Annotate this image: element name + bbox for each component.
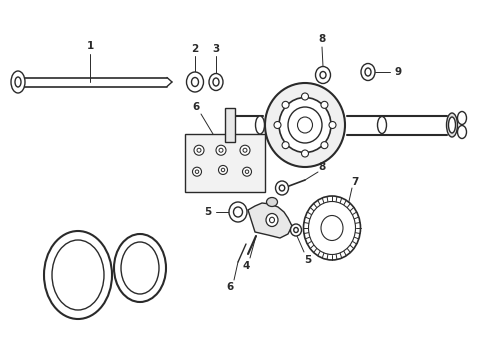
Ellipse shape [267,198,277,207]
Ellipse shape [243,167,251,176]
Ellipse shape [297,117,313,133]
Ellipse shape [303,196,361,260]
Ellipse shape [446,113,458,137]
Circle shape [321,102,328,108]
Ellipse shape [275,181,289,195]
Ellipse shape [187,72,203,92]
Ellipse shape [291,224,301,236]
Ellipse shape [458,112,466,125]
Circle shape [321,141,328,149]
Ellipse shape [195,170,199,174]
Ellipse shape [44,231,112,319]
Ellipse shape [377,117,387,134]
Ellipse shape [197,148,201,152]
Circle shape [282,141,289,149]
Ellipse shape [121,242,159,294]
Circle shape [274,122,281,129]
Text: 1: 1 [86,41,94,51]
Ellipse shape [114,234,166,302]
Ellipse shape [294,228,298,233]
Ellipse shape [316,67,330,84]
Ellipse shape [279,98,331,153]
Ellipse shape [321,216,343,240]
Ellipse shape [279,185,285,191]
Circle shape [301,93,309,100]
Ellipse shape [365,68,371,76]
Text: 5: 5 [304,255,312,265]
Text: 7: 7 [351,177,359,187]
Ellipse shape [320,72,326,78]
Circle shape [329,122,336,129]
Ellipse shape [361,63,375,81]
Ellipse shape [213,78,219,86]
Ellipse shape [288,107,322,143]
Ellipse shape [229,202,247,222]
Text: 5: 5 [204,207,212,217]
Ellipse shape [234,207,243,217]
Text: 6: 6 [193,102,200,112]
Text: 3: 3 [212,44,220,54]
Circle shape [301,150,309,157]
Ellipse shape [192,77,198,86]
Ellipse shape [255,116,265,134]
Ellipse shape [11,71,25,93]
Ellipse shape [15,77,21,87]
Ellipse shape [52,240,104,310]
Text: 8: 8 [318,34,326,44]
Ellipse shape [221,168,225,172]
Bar [185,134,265,192]
Ellipse shape [266,213,278,226]
Ellipse shape [243,148,247,152]
Circle shape [282,102,289,108]
Ellipse shape [448,117,456,133]
Text: 9: 9 [394,67,402,77]
Ellipse shape [245,170,249,174]
Text: 2: 2 [192,44,198,54]
Ellipse shape [219,148,223,152]
Text: 4: 4 [243,261,250,271]
Ellipse shape [270,217,274,223]
Ellipse shape [219,166,227,175]
Ellipse shape [193,167,201,176]
Text: 8: 8 [318,162,326,172]
Polygon shape [248,203,292,238]
Ellipse shape [240,145,250,155]
Text: 6: 6 [226,282,234,292]
Ellipse shape [309,202,356,255]
Ellipse shape [265,83,345,167]
Ellipse shape [209,73,223,90]
Ellipse shape [216,145,226,155]
Ellipse shape [194,145,204,155]
Bar [225,108,235,142]
Ellipse shape [458,126,466,139]
